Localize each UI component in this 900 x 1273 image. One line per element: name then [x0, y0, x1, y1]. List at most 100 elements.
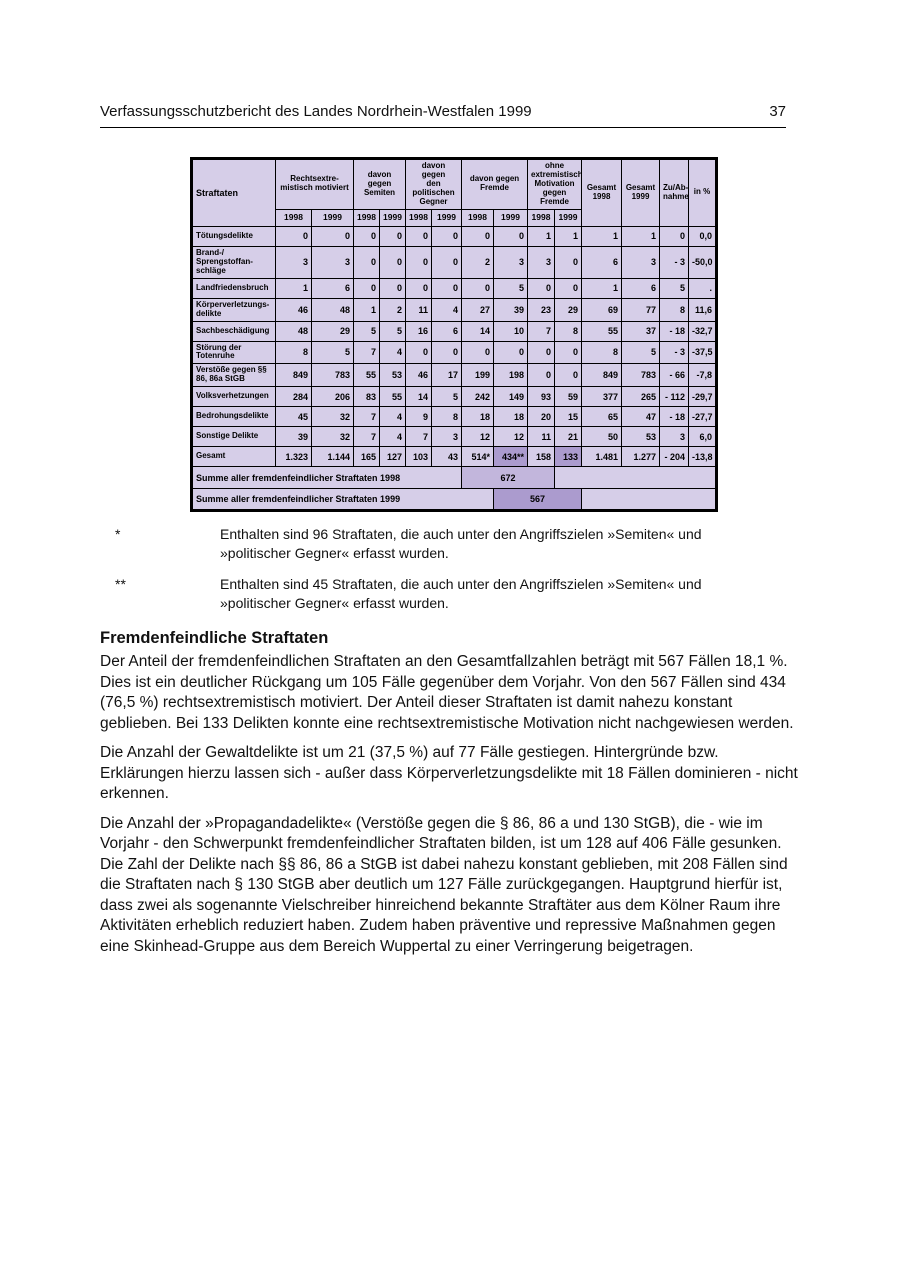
summary-row-value: 672	[461, 466, 556, 490]
total-row: Gesamt 1.323 1.144 165 127 103 43 514* 434** 158 1…	[191, 446, 718, 468]
col-group-header-2: davon gegen den politischen Gegner	[404, 158, 463, 210]
cell-value: 46	[275, 297, 312, 322]
row-label: Bedrohungsdelikte	[191, 406, 276, 428]
cell-value: 11	[527, 426, 556, 448]
cell-value: -27,7	[688, 406, 718, 428]
cell-value: 198	[493, 363, 529, 388]
cell-value: 7	[353, 340, 380, 365]
cell-value: 39	[275, 426, 312, 448]
footnote-1-text: Enthalten sind 96 Straftaten, die auch u…	[220, 526, 702, 561]
report-title: Verfassungsschutzbericht des Landes Nord…	[100, 103, 532, 120]
cell-value: 849	[581, 363, 623, 388]
total-cell-value: 434**	[493, 446, 529, 468]
col-group-header-3: davon gegen Fremde	[461, 158, 529, 210]
footnote-1: * Enthalten sind 96 Straftaten, die auch…	[100, 525, 800, 562]
cell-value: 0	[527, 340, 556, 365]
cell-value: 29	[311, 320, 354, 342]
cell-value: 4	[379, 406, 406, 428]
cell-value: 21	[554, 426, 583, 448]
running-header: Verfassungsschutzbericht des Landes Nord…	[100, 103, 786, 128]
summary-row-value: 567	[493, 488, 583, 512]
cell-value: 18	[461, 406, 495, 428]
cell-value: - 3	[659, 340, 690, 365]
cell-value: 0	[461, 277, 495, 299]
cell-value: 206	[311, 386, 354, 408]
cell-value: - 66	[659, 363, 690, 388]
cell-value: 93	[527, 386, 556, 408]
cell-value: 783	[621, 363, 661, 388]
total-row-label: Gesamt	[191, 446, 276, 468]
cell-value: 10	[493, 320, 529, 342]
table-row: Bedrohungsdelikte 45 32 7 4 9 8 18 18 20 15 65 47- 1…	[191, 406, 718, 428]
page-number: 37	[769, 103, 786, 120]
total-cell-value: 43	[430, 446, 463, 468]
table-row: Körperverletzungs- delikte 46 48 1 2 11 4 27 39 2…	[191, 297, 718, 322]
cell-value: -32,7	[688, 320, 718, 342]
cell-value: 8	[275, 340, 312, 365]
summary-row-filler	[581, 488, 718, 512]
cell-value: 5	[659, 277, 690, 299]
year-header: 1998	[527, 208, 556, 227]
row-label: Tötungsdelikte	[191, 225, 276, 247]
cell-value: 1	[527, 225, 556, 247]
cell-value: 15	[554, 406, 583, 428]
cell-value: 0	[527, 277, 556, 299]
table-body: Tötungsdelikte 0 0 0 0 0 0 0 0 1 1 1 1 0 0,0 Brand-/ Sp…	[190, 225, 718, 512]
cell-value: .	[688, 277, 718, 299]
year-header: 1998	[461, 208, 495, 227]
cell-value: 5	[353, 320, 380, 342]
cell-value: 59	[554, 386, 583, 408]
cell-value: 8	[430, 406, 463, 428]
cell-value: 849	[275, 363, 312, 388]
cell-value: 8	[659, 297, 690, 322]
row-label: Landfriedensbruch	[191, 277, 276, 299]
cell-value: 0	[430, 225, 463, 247]
year-header: 1998	[275, 208, 312, 227]
cell-value: 0	[493, 340, 529, 365]
cell-value: 23	[527, 297, 556, 322]
cell-value: 5	[493, 277, 529, 299]
cell-value: 0	[554, 277, 583, 299]
cell-value: 11,6	[688, 297, 718, 322]
footnote-1-marker: *	[115, 526, 121, 543]
cell-value: 199	[461, 363, 495, 388]
cell-value: 77	[621, 297, 661, 322]
cell-value: 65	[581, 406, 623, 428]
cell-value: 0	[527, 363, 556, 388]
cell-value: 3	[430, 426, 463, 448]
cell-value: 5	[379, 320, 406, 342]
cell-value: 6	[581, 245, 623, 279]
cell-value: 377	[581, 386, 623, 408]
cell-value: 4	[379, 426, 406, 448]
cell-value: 7	[353, 406, 380, 428]
cell-value: -50,0	[688, 245, 718, 279]
col-header-tail-3: in %	[688, 158, 718, 227]
cell-value: 4	[430, 297, 463, 322]
col-header-tail-0: Gesamt 1998	[581, 158, 623, 227]
summary-row-2: Summe aller fremdenfeindlicher Straftate…	[190, 488, 718, 512]
table-row: Sonstige Delikte 39 32 7 4 7 3 12 12 11 21 50 53 3 6,0	[191, 426, 718, 448]
cell-value: 6,0	[688, 426, 718, 448]
year-header: 1999	[430, 208, 463, 227]
total-cell-value: 1.277	[621, 446, 661, 468]
cell-value: 1	[621, 225, 661, 247]
total-cell-value: 1.144	[311, 446, 354, 468]
cell-value: 37	[621, 320, 661, 342]
cell-value: 1	[554, 225, 583, 247]
cell-value: 53	[379, 363, 406, 388]
cell-value: 0	[430, 340, 463, 365]
row-label: Störung der Totenruhe	[191, 340, 276, 365]
cell-value: 18	[493, 406, 529, 428]
table-row: Sachbeschädigung 48 29 5 5 16 6 14 10 7 8 55 37- 18-…	[191, 320, 718, 342]
cell-value: 16	[405, 320, 432, 342]
section-heading: Fremdenfeindliche Straftaten	[100, 629, 329, 648]
cell-value: 5	[621, 340, 661, 365]
table-row: Volksverhetzungen 284 206 83 55 14 5 242 149 93 59…	[191, 386, 718, 408]
year-header: 1999	[379, 208, 406, 227]
total-cell-value: 133	[554, 446, 583, 468]
cell-value: 0	[379, 245, 406, 279]
cell-value: 32	[311, 406, 354, 428]
straftaten-table: Straftaten Rechtsextre- mistisch motivier…	[190, 157, 719, 513]
cell-value: 0	[554, 340, 583, 365]
cell-value: 0	[379, 225, 406, 247]
